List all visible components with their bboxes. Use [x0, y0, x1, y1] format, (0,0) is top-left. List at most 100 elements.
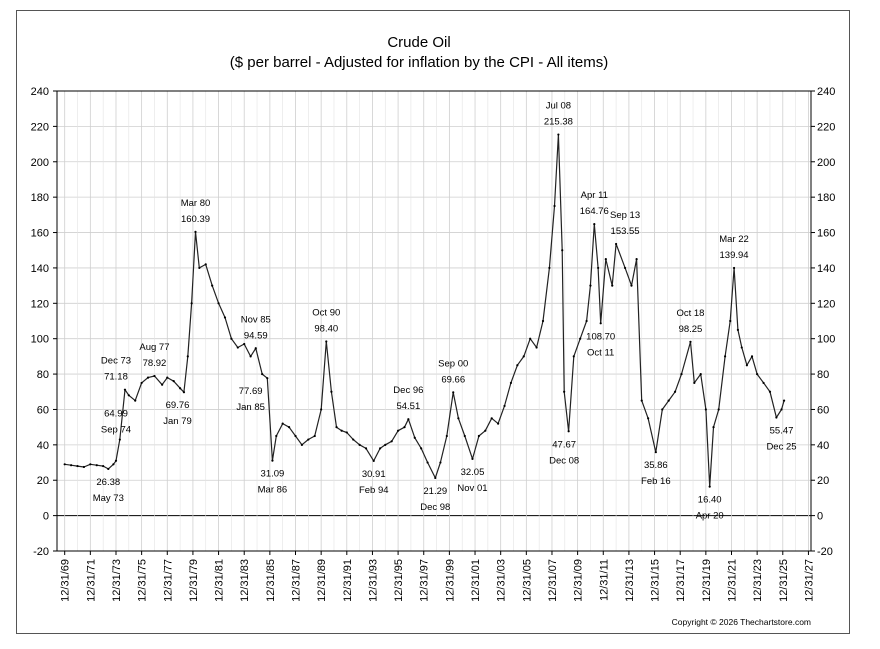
y-tick-label-right: 100	[817, 334, 835, 346]
data-point	[76, 464, 79, 468]
annotation-value: 32.05	[461, 467, 485, 478]
x-tick-label: 12/31/27	[803, 559, 815, 602]
data-point	[396, 429, 400, 432]
y-tick-label-left: 220	[31, 121, 49, 133]
annotation-value: 215.38	[544, 117, 573, 128]
x-tick-label: 12/31/95	[393, 559, 405, 602]
y-tick-label-left: 120	[31, 298, 49, 310]
annotation-date: Oct 18	[676, 308, 704, 319]
data-point	[403, 426, 406, 429]
annotation-mar-22: Mar 22 139.94	[719, 234, 749, 261]
y-tick-label-left: 160	[31, 228, 49, 240]
data-point	[640, 399, 643, 402]
data-point	[471, 457, 474, 461]
data-point	[95, 464, 98, 467]
data-point	[364, 447, 368, 450]
annotation-date: Apr 11	[581, 190, 608, 201]
annotation-value: 30.91	[362, 469, 386, 480]
x-tick-label: 12/31/19	[701, 559, 713, 602]
annotation-date: Jul 08	[546, 101, 571, 112]
y-tick-label-right: 40	[817, 440, 829, 452]
x-tick-label: 12/31/87	[291, 559, 303, 602]
data-point	[82, 465, 86, 469]
data-point	[522, 355, 525, 358]
annotation-date: Dec 96	[393, 385, 423, 396]
data-point	[647, 417, 650, 420]
annotation-date: Jan 85	[236, 402, 265, 413]
annotation-date: Mar 22	[719, 234, 749, 245]
x-tick-label: 12/31/99	[444, 559, 456, 602]
annotation-date: Aug 77	[139, 342, 169, 353]
annotation-value: 26.38	[96, 477, 120, 488]
data-point	[680, 372, 683, 376]
data-point	[179, 387, 182, 390]
y-tick-label-left: 140	[31, 263, 49, 275]
data-point	[775, 416, 778, 419]
annotation-nov-01: 32.05 Nov 01	[457, 467, 487, 494]
annotation-sep-74: 64.99 Sep 74	[101, 409, 131, 436]
data-point	[654, 451, 657, 454]
data-point	[635, 257, 638, 261]
data-point	[457, 417, 460, 420]
x-tick-label: 12/31/05	[521, 559, 533, 602]
data-point	[140, 381, 143, 385]
annotation-date: Feb 16	[641, 476, 671, 487]
data-point	[287, 426, 291, 429]
annotation-value: 69.76	[166, 400, 190, 411]
data-point	[768, 390, 772, 393]
data-point	[275, 434, 278, 438]
x-tick-label: 12/31/07	[547, 559, 559, 602]
x-tick-label: 12/31/83	[239, 559, 251, 602]
annotation-date: Dec 73	[101, 356, 131, 367]
data-point	[345, 431, 348, 434]
data-point	[745, 364, 748, 367]
data-point	[407, 418, 410, 421]
data-point	[198, 266, 201, 270]
data-point	[445, 434, 448, 438]
x-tick-label: 12/31/71	[85, 559, 97, 602]
series-line	[64, 133, 785, 488]
data-point	[204, 263, 207, 266]
data-point	[190, 302, 193, 305]
annotation-feb-16: 35.86 Feb 16	[641, 460, 671, 487]
data-point	[434, 476, 437, 480]
data-point	[186, 355, 189, 358]
data-point	[358, 443, 361, 446]
y-tick-label-right: -20	[817, 546, 833, 558]
annotation-oct-11: 108.70 Oct 11	[586, 331, 615, 358]
annotation-oct-18: Oct 18 98.25	[676, 308, 704, 335]
annotation-value: 94.59	[244, 330, 268, 341]
annotation-apr-11: Apr 11 164.76	[580, 190, 609, 217]
x-tick-label: 12/31/97	[419, 559, 431, 602]
annotation-sep-00: Sep 00 69.66	[438, 358, 468, 385]
data-point	[579, 337, 582, 340]
data-point	[597, 266, 600, 270]
x-tick-label: 12/31/09	[573, 559, 585, 602]
annotation-value: 77.69	[239, 386, 263, 397]
data-point	[717, 408, 720, 411]
y-tick-label-right: 200	[817, 157, 835, 169]
data-point	[384, 443, 387, 446]
x-tick-label: 12/31/69	[60, 559, 72, 602]
annotation-dec-96: Dec 96 54.51	[393, 385, 423, 412]
y-tick-label-right: 60	[817, 404, 829, 416]
annotation-date: Dec 08	[549, 455, 579, 466]
annotation-dec-08: 47.67 Dec 08	[549, 439, 579, 466]
annotation-date: Nov 01	[457, 483, 487, 494]
data-point	[194, 230, 197, 233]
x-tick-label: 12/31/01	[470, 559, 482, 602]
data-point	[261, 372, 264, 376]
annotation-mar-80: Mar 80 160.39	[181, 198, 211, 225]
data-point	[439, 461, 442, 464]
annotation-date: Jan 79	[163, 416, 192, 427]
data-point	[572, 355, 575, 358]
data-point	[623, 266, 627, 270]
data-point	[390, 440, 393, 443]
annotation-jul-08: Jul 08 215.38	[544, 101, 573, 128]
data-point	[667, 399, 670, 402]
data-point	[313, 434, 316, 438]
data-point	[762, 381, 765, 385]
data-point	[166, 376, 169, 379]
x-tick-label: 12/31/13	[624, 559, 636, 602]
data-point	[413, 436, 416, 439]
